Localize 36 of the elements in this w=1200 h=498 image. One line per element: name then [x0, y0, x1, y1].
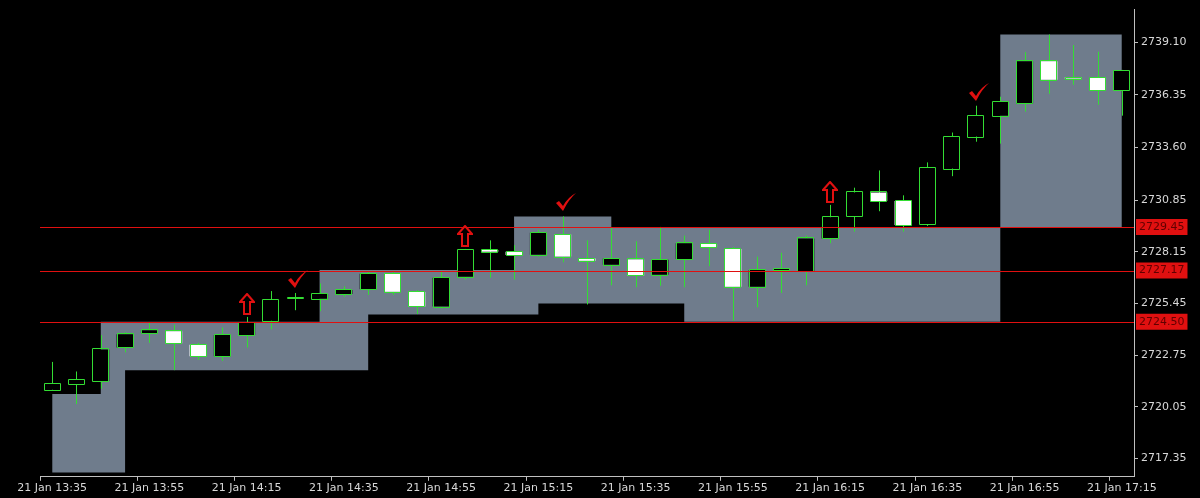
x-tick-label: 21 Jan 14:35: [309, 481, 379, 495]
y-tick-label: 2720.05: [1141, 399, 1187, 413]
y-tick-label: 2739.10: [1141, 35, 1187, 49]
candlestick: [1064, 44, 1082, 86]
y-tick-label: 2717.35: [1141, 451, 1187, 465]
y-tick-label: 2725.45: [1141, 296, 1187, 310]
x-tick-label: 21 Jan 17:15: [1087, 481, 1157, 495]
x-tick-label: 21 Jan 14:55: [406, 481, 476, 495]
candlestick: [311, 282, 329, 312]
x-tick-label: 21 Jan 16:15: [795, 481, 865, 495]
candlestick: [43, 361, 61, 392]
candlestick: [359, 271, 377, 296]
candlestick: [481, 239, 499, 279]
x-tick-label: 21 Jan 15:55: [698, 481, 768, 495]
y-tick-label: 2722.75: [1141, 348, 1187, 362]
y-tick-label: 2733.60: [1141, 140, 1187, 154]
x-tick-label: 21 Jan 14:15: [211, 481, 282, 495]
candlestick: [700, 229, 718, 267]
y-tick-label: 2730.85: [1141, 192, 1187, 206]
candlestick: [505, 244, 523, 281]
x-tick-label: 21 Jan 16:35: [892, 481, 963, 495]
ref-line-label: 2724.50: [1139, 314, 1185, 328]
ref-line-label: 2727.17: [1139, 263, 1185, 277]
x-tick-label: 21 Jan 15:35: [600, 481, 671, 495]
candlestick: [675, 235, 693, 288]
candlestick: [140, 322, 158, 344]
y-tick-label: 2728.15: [1141, 244, 1187, 258]
candlestick: [870, 169, 888, 212]
x-tick-label: 21 Jan 13:35: [17, 481, 87, 495]
x-tick-label: 21 Jan 13:55: [114, 481, 185, 495]
x-tick-label: 21 Jan 16:55: [989, 481, 1060, 495]
ref-line-label: 2729.45: [1139, 219, 1185, 233]
x-tick-label: 21 Jan 15:15: [503, 481, 574, 495]
y-tick-label: 2736.35: [1141, 87, 1187, 101]
candlestick: [772, 252, 790, 294]
candlestick: [1040, 33, 1058, 95]
